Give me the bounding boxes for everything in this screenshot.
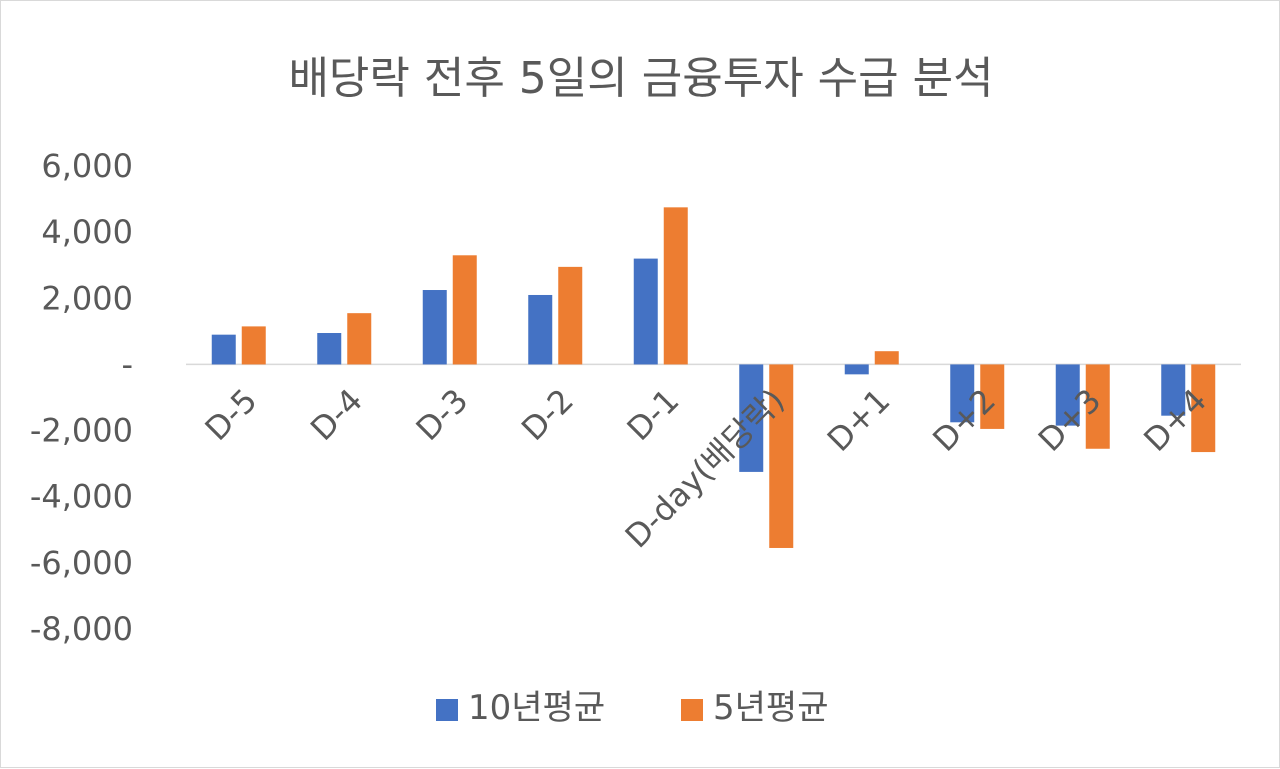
bar [452, 255, 477, 365]
bar [1085, 364, 1110, 449]
bar [950, 364, 975, 423]
bar [844, 364, 869, 375]
bar [241, 326, 266, 365]
y-tick-label: -8,000 [30, 610, 133, 648]
y-tick-label: 2,000 [41, 279, 133, 317]
legend-swatch [681, 699, 703, 721]
y-tick-label: -4,000 [30, 478, 133, 516]
x-tick-label: D+1 [820, 381, 898, 459]
bar [769, 364, 794, 548]
x-tick-label: D-1 [620, 381, 687, 448]
bars [211, 207, 1216, 548]
legend-label: 10년평균 [468, 688, 605, 728]
y-tick-label: -2,000 [30, 412, 133, 450]
bar [211, 334, 236, 365]
bar [874, 351, 899, 365]
bar [558, 266, 583, 365]
y-tick-label: -6,000 [30, 544, 133, 582]
x-tick-label: D-3 [409, 381, 476, 448]
bar [739, 364, 764, 472]
y-tick-label: 6,000 [41, 147, 133, 185]
bar [1191, 364, 1216, 453]
y-tick-label: 4,000 [41, 213, 133, 251]
bar [980, 364, 1005, 429]
x-tick-label: D-5 [198, 381, 265, 448]
bar [317, 333, 342, 365]
legend: 10년평균 5년평균 [436, 688, 828, 728]
chart-title: 배당락 전후 5일의 금융투자 수급 분석 [288, 53, 993, 104]
bar [528, 294, 553, 365]
x-axis-labels: D-5 D-4 D-3 D-2 D-1D-day(배당락) D+1 D+2 D+3 D+4 [198, 381, 1214, 555]
bar [1055, 364, 1080, 426]
legend-label: 5년평균 [713, 688, 828, 728]
bar [1161, 364, 1186, 416]
y-tick-label: - [121, 345, 133, 383]
bar [663, 207, 688, 365]
legend-swatch [436, 699, 458, 721]
x-tick-label: D-2 [514, 381, 581, 448]
bar [633, 258, 658, 365]
x-tick-label: D-4 [303, 381, 370, 448]
y-axis: 6,000 4,000 2,000 - -2,000 -4,000 -6,000 -8,000 [30, 147, 133, 648]
bar [347, 313, 372, 365]
bar [422, 290, 447, 365]
